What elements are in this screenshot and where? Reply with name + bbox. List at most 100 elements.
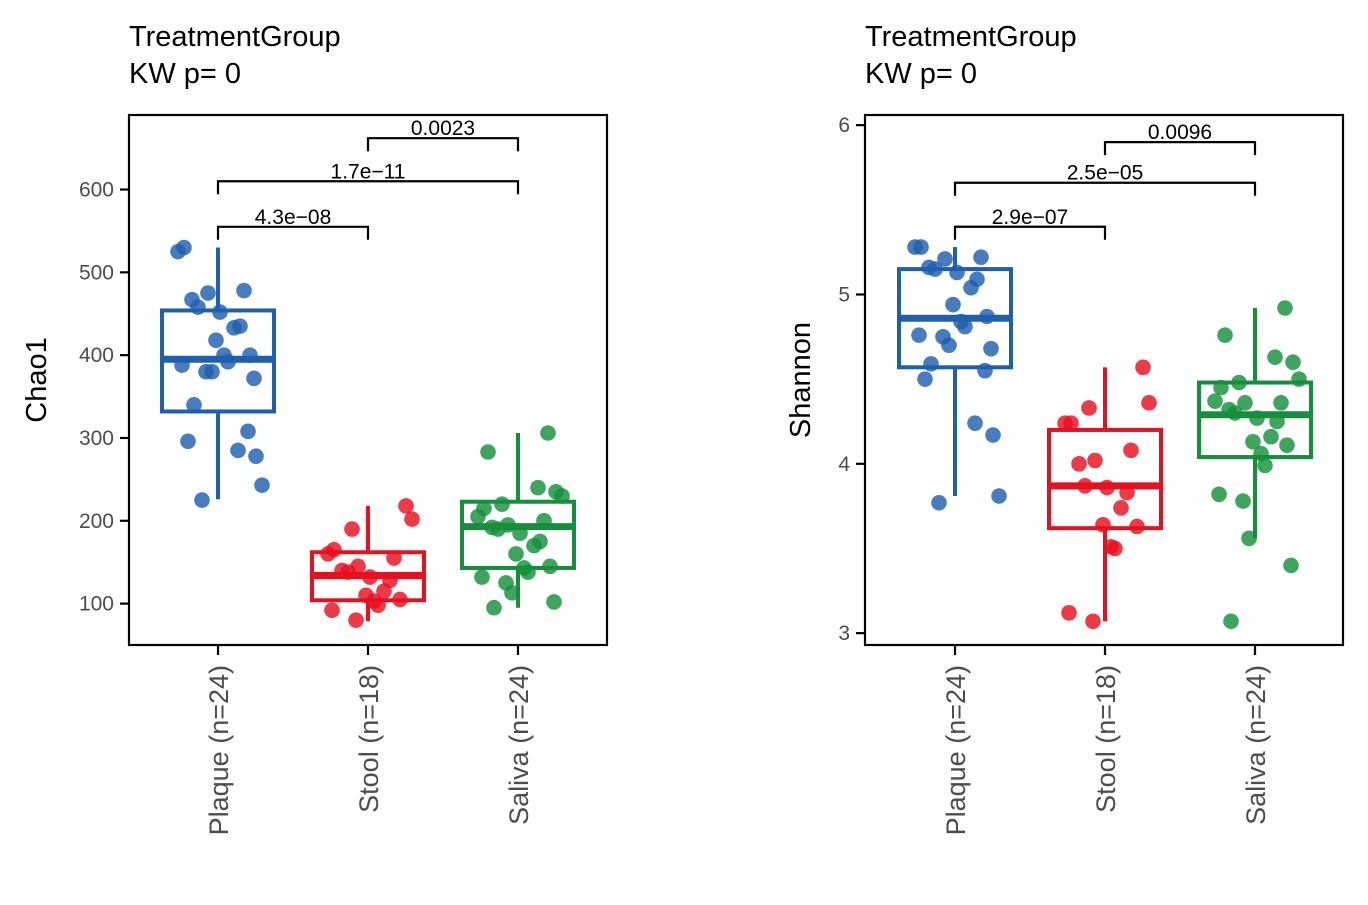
x-tick-label: Stool (n=18): [1091, 665, 1121, 813]
p-value-label: 2.5e−05: [1067, 162, 1144, 185]
x-tick-label: Saliva (n=24): [1241, 665, 1271, 825]
data-point: [1213, 379, 1229, 396]
data-point: [911, 327, 927, 343]
points-saliva: [1207, 300, 1307, 630]
data-point: [512, 525, 528, 542]
points-stool: [320, 498, 420, 628]
data-point: [504, 585, 520, 601]
data-point: [540, 425, 556, 441]
data-point: [170, 243, 186, 260]
significance-bracket: 2.5e−05: [953, 162, 1257, 196]
data-point: [404, 511, 420, 527]
data-point: [324, 602, 340, 619]
data-point: [1269, 413, 1285, 430]
data-point: [945, 296, 961, 313]
data-point: [1263, 428, 1279, 445]
data-point: [508, 546, 524, 562]
y-tick-label: 5: [838, 283, 850, 306]
data-point: [220, 353, 236, 370]
data-point: [1235, 493, 1251, 509]
data-point: [242, 347, 258, 363]
data-point: [344, 521, 360, 537]
data-point: [398, 498, 414, 514]
panel-chao1: TreatmentGroup KW p= 0 Chao1 100 200 300 40…: [21, 21, 609, 835]
data-point: [963, 279, 979, 296]
data-point: [386, 550, 402, 566]
data-point: [1245, 434, 1261, 450]
data-point: [1273, 395, 1289, 411]
data-point: [208, 332, 224, 349]
significance-bracket: 2.9e−07: [953, 206, 1107, 240]
data-point: [1061, 605, 1077, 621]
data-point: [1279, 437, 1295, 453]
data-point: [907, 239, 923, 255]
y-tick-label: 3: [838, 622, 850, 645]
data-point: [937, 251, 953, 267]
data-point: [254, 477, 270, 493]
points-plaque: [170, 239, 270, 508]
data-point: [1227, 405, 1243, 421]
y-tick-label: 6: [838, 114, 850, 137]
points-saliva: [470, 425, 570, 616]
data-point: [917, 371, 933, 387]
x-tick-label: Saliva (n=24): [504, 665, 534, 825]
data-point: [1241, 530, 1257, 547]
x-tick-label: Stool (n=18): [354, 665, 384, 813]
y-axis-label: Chao1: [21, 337, 53, 422]
data-point: [1211, 486, 1227, 503]
data-point: [977, 362, 993, 379]
significance-bracket: 0.0096: [1103, 121, 1257, 156]
panel-subtitle: KW p= 0: [129, 58, 241, 90]
data-point: [1253, 445, 1269, 462]
data-point: [1267, 349, 1283, 365]
significance-bracket: 1.7e−11: [216, 160, 520, 195]
p-value-label: 0.0023: [411, 117, 475, 140]
data-point: [1223, 613, 1239, 630]
data-point: [1217, 327, 1233, 343]
data-point: [370, 597, 386, 614]
data-point: [979, 308, 995, 325]
bracket-line: [953, 225, 1107, 240]
data-point: [1237, 395, 1253, 411]
data-point: [927, 261, 943, 277]
box-iqr: [1047, 427, 1163, 531]
data-point: [376, 583, 392, 599]
y-tick-label: 100: [79, 593, 114, 616]
data-point: [320, 546, 336, 562]
data-point: [991, 488, 1007, 504]
panel-title: TreatmentGroup: [865, 21, 1077, 53]
data-point: [230, 442, 246, 459]
data-point: [348, 612, 364, 628]
data-point: [470, 508, 486, 525]
data-point: [1291, 371, 1307, 387]
plot-border: [863, 113, 1345, 647]
data-point: [174, 357, 190, 373]
data-point: [530, 479, 546, 496]
data-point: [246, 370, 262, 387]
data-point: [1085, 613, 1101, 630]
data-point: [200, 285, 216, 301]
data-point: [554, 488, 570, 504]
data-point: [526, 537, 542, 554]
x-tick-label: Plaque (n=24): [204, 665, 234, 835]
data-point: [212, 304, 228, 320]
data-point: [240, 423, 256, 440]
data-point: [474, 569, 490, 585]
data-point: [949, 264, 965, 281]
data-point: [931, 494, 947, 511]
data-point: [923, 356, 939, 372]
points-plaque: [907, 239, 1007, 511]
y-tick-label: 300: [79, 427, 114, 450]
data-point: [1141, 395, 1157, 411]
data-point: [480, 444, 496, 460]
panel-subtitle: KW p= 0: [865, 58, 977, 90]
data-point: [1285, 354, 1301, 371]
data-point: [490, 521, 506, 537]
data-point: [180, 433, 196, 450]
significance-bracket: 4.3e−08: [216, 206, 370, 240]
data-point: [520, 564, 536, 580]
data-point: [1231, 374, 1247, 391]
p-value-label: 2.9e−07: [992, 206, 1069, 229]
